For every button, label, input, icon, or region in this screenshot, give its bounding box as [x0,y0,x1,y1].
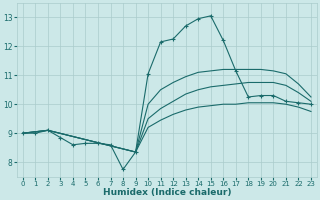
X-axis label: Humidex (Indice chaleur): Humidex (Indice chaleur) [103,188,231,197]
